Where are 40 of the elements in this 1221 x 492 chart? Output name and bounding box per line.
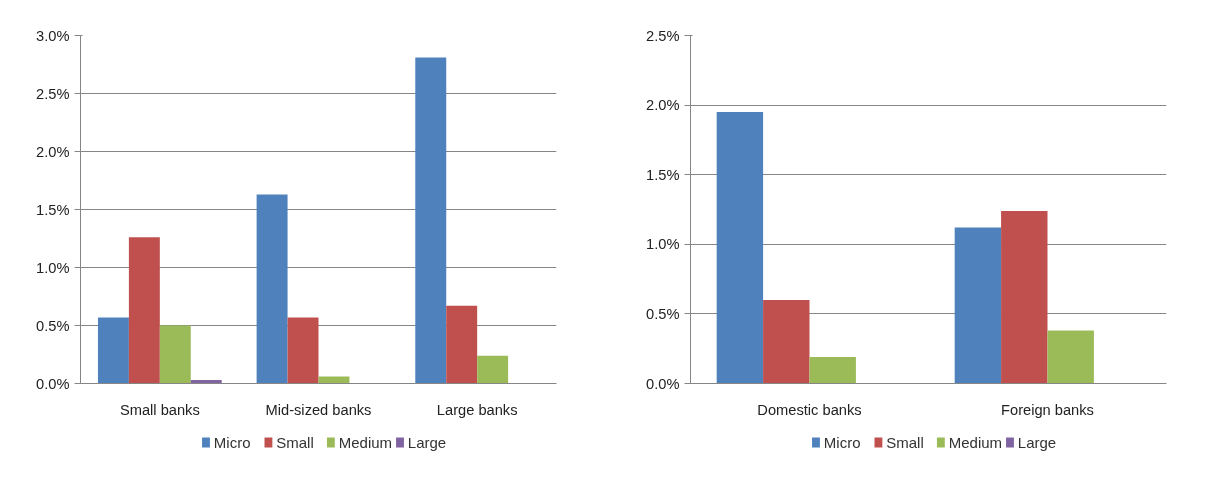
y-tick-label: 0.5% <box>646 305 680 322</box>
bar <box>477 355 509 384</box>
bar <box>287 317 319 384</box>
y-tick-label: 1.5% <box>36 201 70 218</box>
y-tick-label: 2.5% <box>646 27 680 44</box>
bar <box>1001 210 1048 384</box>
legend-label: Medium <box>338 434 393 451</box>
legend-label: Micro <box>213 434 251 451</box>
legend-label: Small <box>886 434 924 451</box>
bar <box>446 305 478 384</box>
y-tick-label: 2.0% <box>646 97 680 114</box>
y-tick-label: 1.5% <box>646 166 680 183</box>
y-tick-label: 2.5% <box>36 85 70 102</box>
bar <box>1047 330 1094 384</box>
x-tick-label: Domestic banks <box>757 401 862 418</box>
legend-label: Large <box>1017 434 1057 451</box>
y-tick-label: 1.0% <box>646 236 680 253</box>
x-tick-label: Foreign banks <box>1001 401 1094 418</box>
bar <box>256 194 288 384</box>
legend-label: Small <box>276 434 314 451</box>
y-tick-label: 0.0% <box>36 375 70 392</box>
legend-label: Micro <box>823 434 861 451</box>
bar <box>954 227 1002 384</box>
y-tick-label: 3.0% <box>36 27 70 44</box>
y-tick-label: 1.0% <box>36 259 70 276</box>
bar <box>97 317 129 384</box>
bar <box>809 357 856 384</box>
x-tick-label: Mid-sized banks <box>265 401 372 418</box>
y-tick-label: 0.5% <box>36 317 70 334</box>
y-tick-label: 2.0% <box>36 143 70 160</box>
bar <box>415 57 447 384</box>
y-tick-label: 0.0% <box>646 375 680 392</box>
bar <box>159 325 191 384</box>
bar <box>763 299 810 384</box>
bar <box>128 237 160 384</box>
x-tick-label: Small banks <box>119 401 200 418</box>
legend-label: Large <box>407 434 447 451</box>
x-tick-label: Large banks <box>436 401 518 418</box>
bar <box>716 112 764 384</box>
legend-label: Medium <box>948 434 1003 451</box>
